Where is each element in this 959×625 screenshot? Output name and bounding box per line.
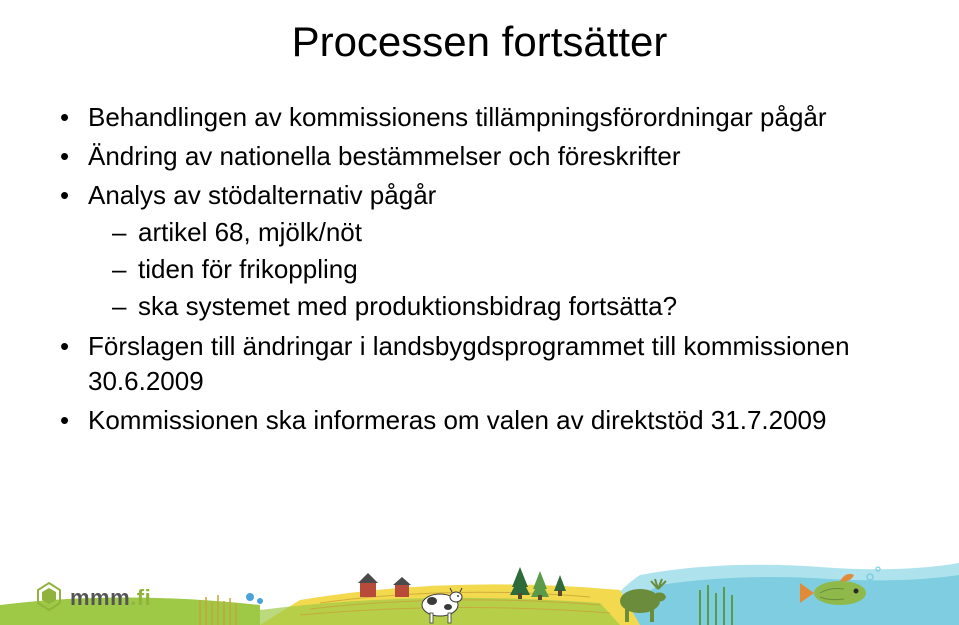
sub-bullet-text: tiden för frikoppling — [138, 254, 358, 284]
sub-bullet-list: artikel 68, mjölk/nöt tiden för frikoppl… — [88, 215, 899, 324]
slide: Processen fortsätter Behandlingen av kom… — [0, 0, 959, 625]
logo-fi: .fi — [130, 585, 151, 610]
bullet-item: Behandlingen av kommissionens tillämpnin… — [60, 100, 899, 135]
bullet-item: Kommissionen ska informeras om valen av … — [60, 403, 899, 438]
logo-mmm: mmm — [70, 585, 130, 610]
bullet-item: Förslagen till ändringar i landsbygdspro… — [60, 329, 899, 399]
logo-text: mmm.fi — [70, 585, 151, 611]
tree-icon — [510, 567, 530, 599]
bullet-text: Förslagen till ändringar i landsbygdspro… — [88, 331, 850, 396]
bullet-item: Analys av stödalternativ pågår artikel 6… — [60, 178, 899, 324]
sub-bullet-item: artikel 68, mjölk/nöt — [88, 215, 899, 250]
sub-bullet-text: artikel 68, mjölk/nöt — [138, 217, 362, 247]
slide-title: Processen fortsätter — [0, 18, 959, 66]
house-icon — [358, 573, 378, 597]
logo: mmm.fi — [36, 581, 151, 611]
content-area: Behandlingen av kommissionens tillämpnin… — [60, 100, 899, 442]
sub-bullet-text: ska systemet med produktionsbidrag forts… — [138, 291, 677, 321]
bullet-item: Ändring av nationella bestämmelser och f… — [60, 139, 899, 174]
footer-illustration: mmm.fi — [0, 505, 959, 625]
house-icon — [393, 577, 411, 597]
logo-mark-icon — [36, 581, 62, 611]
bullet-text: Kommissionen ska informeras om valen av … — [88, 405, 826, 435]
bullet-list: Behandlingen av kommissionens tillämpnin… — [60, 100, 899, 438]
bullet-text: Analys av stödalternativ pågår — [88, 180, 436, 210]
sub-bullet-item: ska systemet med produktionsbidrag forts… — [88, 289, 899, 324]
sub-bullet-item: tiden för frikoppling — [88, 252, 899, 287]
bullet-text: Behandlingen av kommissionens tillämpnin… — [88, 102, 827, 132]
bullet-text: Ändring av nationella bestämmelser och f… — [88, 141, 681, 171]
